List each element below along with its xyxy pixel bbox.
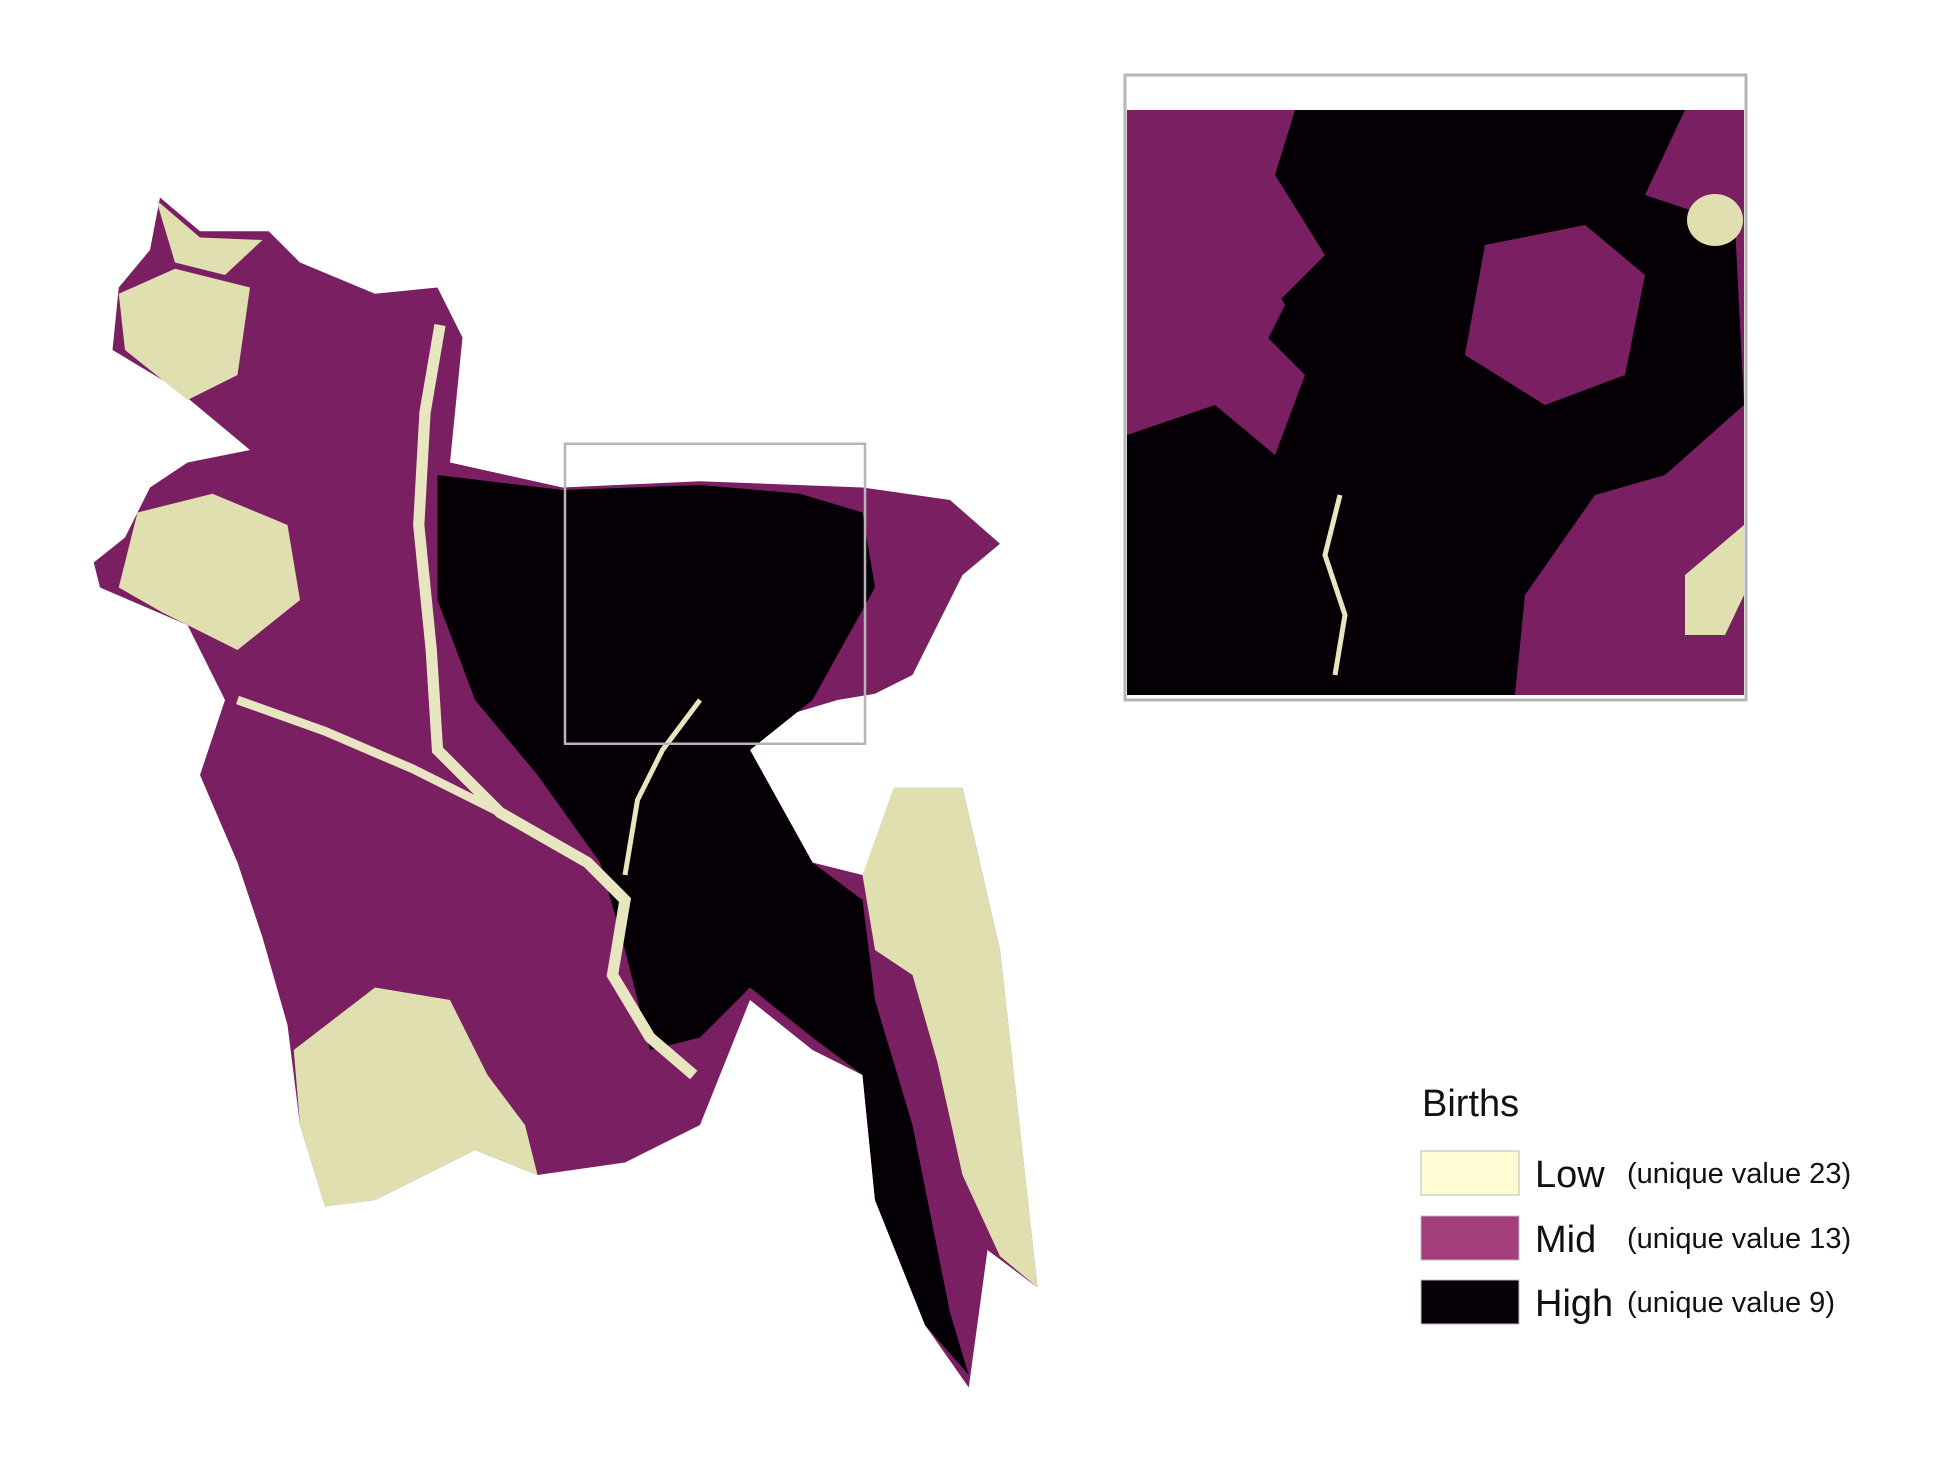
main-map [93,197,1038,1388]
inset-map [1123,73,1748,702]
inset-river [1322,494,1348,676]
inset-low-patch [1687,194,1743,246]
legend-label: Low [1535,1154,1605,1196]
legend-swatch [1420,1215,1520,1261]
legend-note: (unique value 9) [1627,1287,1835,1319]
low-zone-southwest [293,987,538,1207]
legend-title: Births [1422,1083,1519,1125]
legend-note: (unique value 23) [1627,1158,1851,1190]
inset-frame [1123,73,1748,702]
legend-note: (unique value 13) [1627,1223,1851,1255]
low-zone-northwest [118,268,250,400]
legend-label: High [1535,1283,1613,1325]
low-zone-north [156,200,263,275]
inset-low-corner [1685,525,1744,635]
river-meghna [622,698,702,876]
legend: Low (unique value 23) Mid (unique value 13)… [1420,1150,1851,1325]
river-padma [236,695,502,817]
high-zone [437,475,969,1375]
low-zone-west [118,493,300,650]
legend-label: Mid [1535,1219,1596,1261]
low-zone-east [862,787,1038,1288]
legend-swatch [1420,1150,1520,1196]
inset-mid-patch [1465,225,1645,405]
inset-mid-patch [1135,235,1285,385]
legend-swatch [1420,1279,1520,1325]
zoom-extent [563,442,867,745]
